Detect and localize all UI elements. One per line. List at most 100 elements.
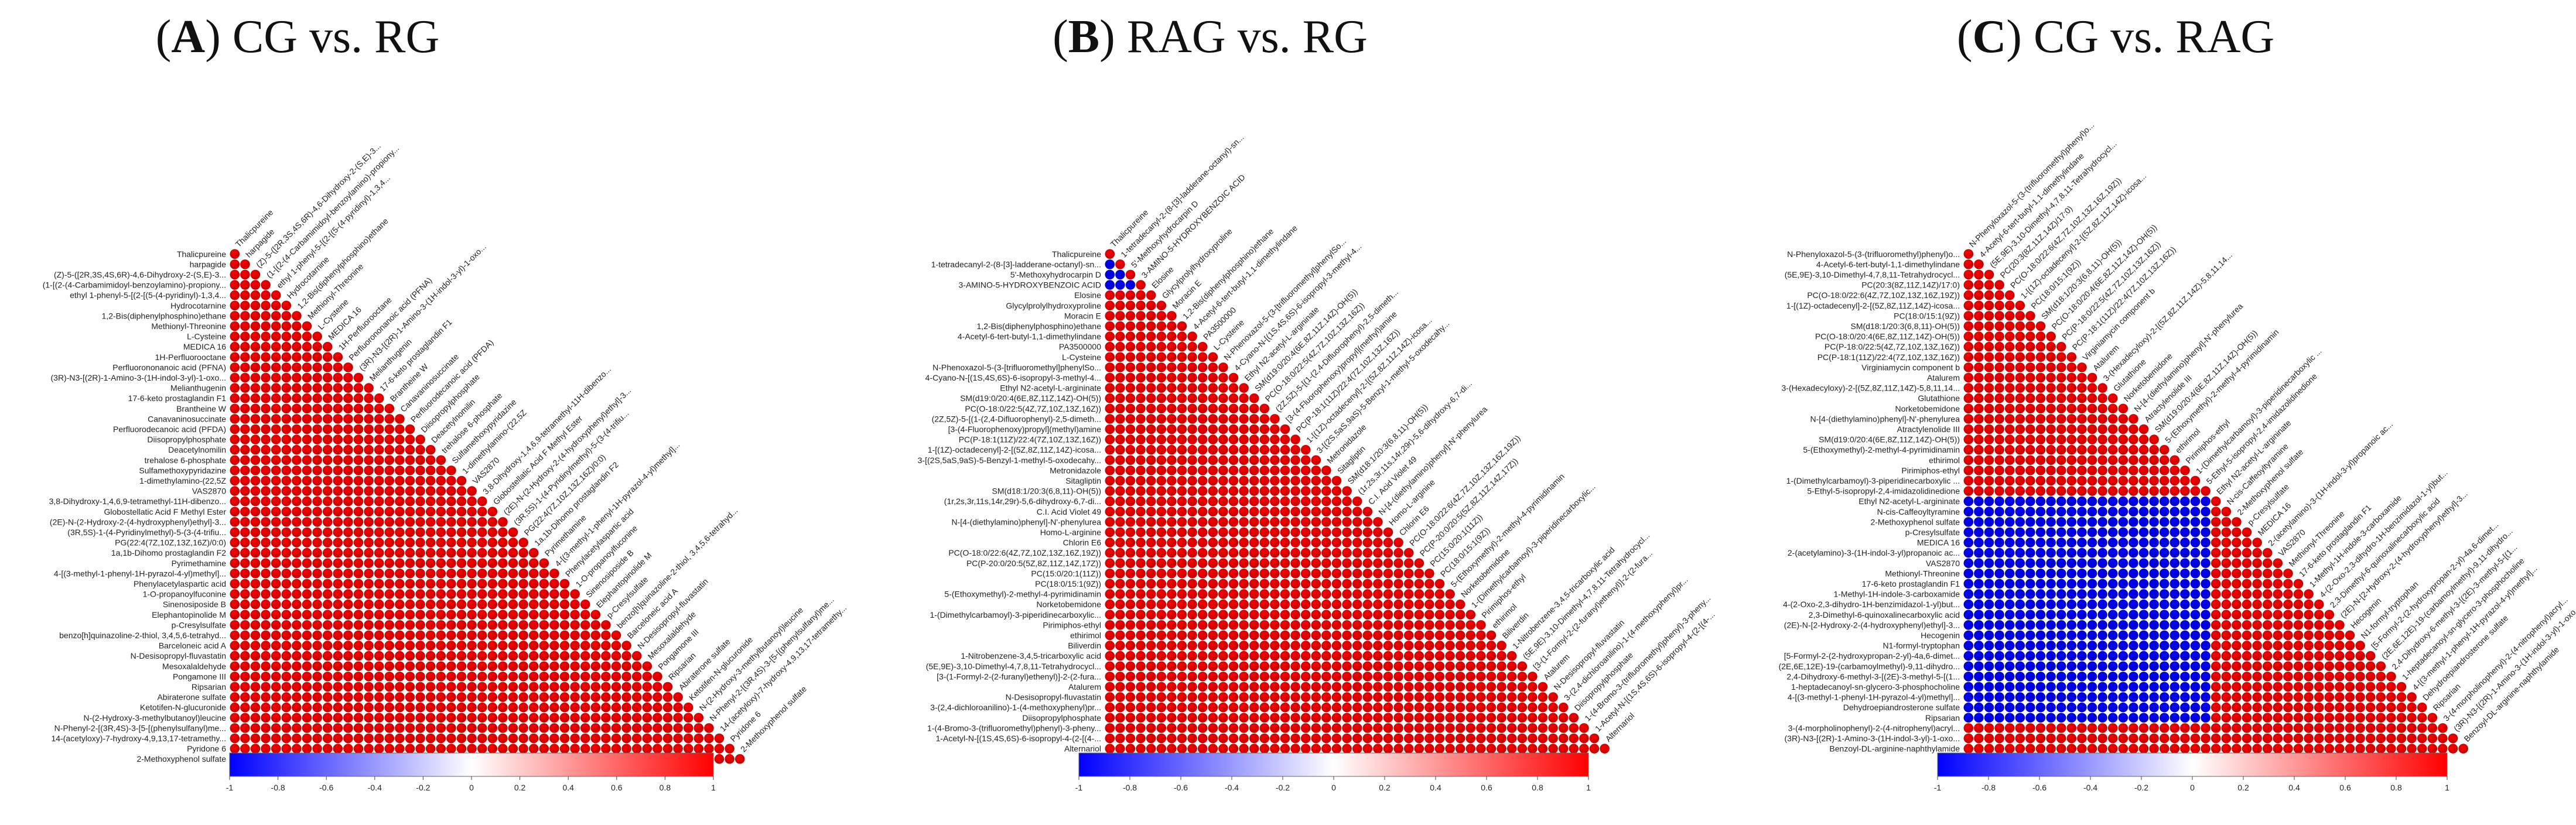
correlation-dot — [374, 723, 384, 733]
correlation-dot — [364, 651, 374, 661]
correlation-dot — [1239, 486, 1249, 496]
correlation-dot — [2066, 589, 2077, 599]
correlation-dot — [425, 517, 436, 527]
correlation-dot — [1424, 702, 1434, 713]
correlation-dot — [436, 744, 446, 754]
correlation-dot — [1403, 589, 1414, 599]
correlation-dot — [1125, 300, 1136, 311]
correlation-dot — [1393, 547, 1403, 558]
correlation-dot — [2004, 455, 2015, 465]
colorbar-tick-label: 1 — [711, 783, 716, 792]
correlation-dot — [261, 723, 271, 733]
correlation-dot — [1115, 444, 1125, 455]
correlation-dot — [1125, 496, 1136, 506]
correlation-dot — [1156, 465, 1167, 475]
correlation-dot — [2149, 672, 2159, 682]
correlation-dot — [333, 641, 343, 651]
correlation-dot — [1280, 713, 1290, 723]
correlation-dot — [1352, 578, 1362, 589]
correlation-dot — [240, 723, 250, 733]
correlation-dot — [2066, 362, 2077, 372]
correlation-dot — [1497, 692, 1506, 702]
correlation-dot — [2097, 744, 2107, 754]
correlation-dot — [1115, 465, 1125, 475]
correlation-dot — [1259, 713, 1270, 723]
correlation-dot — [1125, 269, 1136, 280]
correlation-dot — [1994, 744, 2004, 754]
correlation-dot — [395, 475, 405, 486]
correlation-dot — [570, 610, 580, 620]
correlation-dot — [2046, 403, 2056, 414]
correlation-dot — [631, 723, 642, 733]
correlation-dot — [1424, 569, 1434, 578]
correlation-dot — [2004, 372, 2015, 383]
correlation-dot — [2201, 599, 2211, 610]
correlation-dot — [1974, 599, 1984, 610]
correlation-dot — [292, 661, 302, 672]
correlation-dot — [1994, 733, 2004, 744]
correlation-dot — [1290, 569, 1300, 578]
correlation-dot — [2221, 610, 2232, 620]
correlation-dot — [292, 547, 302, 558]
correlation-dot — [1146, 300, 1156, 311]
correlation-dot — [652, 713, 662, 723]
correlation-dot — [343, 444, 353, 455]
correlation-dot — [693, 744, 704, 754]
correlation-dot — [570, 702, 580, 713]
correlation-dot — [539, 630, 549, 641]
correlation-dot — [1177, 569, 1187, 578]
correlation-dot — [498, 538, 508, 547]
row-label: Methionyl-Threonine — [1885, 569, 1960, 578]
correlation-dot — [2025, 341, 2035, 352]
correlation-dot — [343, 434, 353, 444]
correlation-dot — [2077, 733, 2087, 744]
correlation-dot — [405, 434, 415, 444]
correlation-dot — [1167, 311, 1177, 321]
correlation-dot — [1984, 290, 1994, 300]
correlation-dot — [250, 475, 261, 486]
correlation-dot — [1290, 506, 1300, 517]
correlation-dot — [1105, 249, 1115, 259]
correlation-dot — [374, 713, 384, 723]
correlation-dot — [2252, 538, 2262, 547]
correlation-dot — [2273, 620, 2283, 630]
correlation-dot — [302, 599, 312, 610]
correlation-dot — [2273, 599, 2283, 610]
correlation-dot — [271, 403, 281, 414]
correlation-dot — [2304, 733, 2314, 744]
correlation-dot — [621, 744, 631, 754]
correlation-dot — [539, 578, 549, 589]
correlation-dot — [271, 290, 281, 300]
correlation-dot — [2170, 620, 2180, 630]
correlation-dot — [1445, 723, 1455, 733]
correlation-dot — [1352, 641, 1362, 651]
correlation-dot — [2046, 362, 2056, 372]
correlation-dot — [1383, 744, 1393, 754]
row-label: 4-(2-Oxo-2,3-dihydro-1H-benzimidazol-1-y… — [1783, 600, 1960, 609]
correlation-dot — [1434, 723, 1445, 733]
correlation-dot — [1321, 682, 1331, 692]
correlation-dot — [1270, 547, 1280, 558]
correlation-dot — [1362, 723, 1373, 733]
correlation-dot — [2129, 610, 2138, 620]
correlation-dot — [1156, 403, 1167, 414]
correlation-dot — [2066, 538, 2077, 547]
correlation-dot — [436, 702, 446, 713]
correlation-dot — [1362, 661, 1373, 672]
correlation-dot — [1187, 434, 1197, 444]
correlation-dot — [1259, 610, 1270, 620]
correlation-dot — [395, 434, 405, 444]
correlation-dot — [2314, 610, 2324, 620]
correlation-dot — [240, 558, 250, 569]
correlation-dot — [1270, 651, 1280, 661]
correlation-dot — [2097, 414, 2107, 424]
correlation-dot — [528, 620, 539, 630]
correlation-dot — [1270, 733, 1280, 744]
correlation-dot — [1974, 465, 1984, 475]
correlation-dot — [1156, 630, 1167, 641]
correlation-dot — [384, 465, 395, 475]
correlation-dot — [631, 733, 642, 744]
correlation-dot — [1136, 692, 1146, 702]
correlation-dot — [559, 672, 570, 682]
correlation-dot — [2221, 630, 2232, 641]
